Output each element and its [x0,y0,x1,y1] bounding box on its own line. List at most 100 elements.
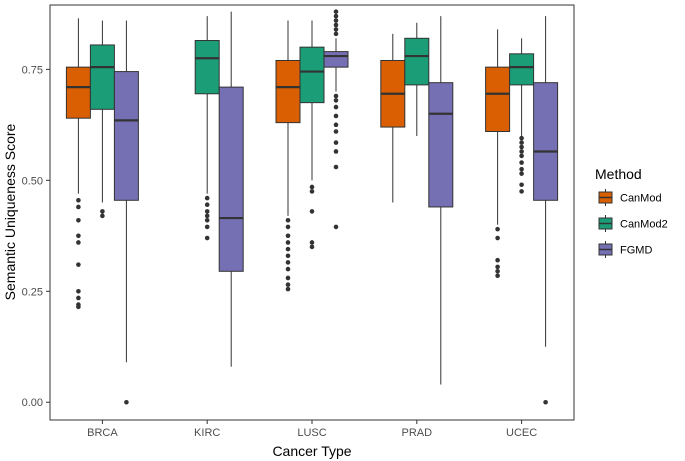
outlier-point [519,144,524,150]
box-iqr [113,71,139,201]
outlier-point [285,224,291,230]
outlier-point [309,244,315,250]
outlier-point [495,264,500,270]
box-iqr [509,53,535,86]
box-canmod-prad [380,33,406,203]
outlier-point [495,269,500,274]
box-iqr [428,82,454,208]
box-iqr [218,86,244,272]
box-iqr [533,82,559,201]
outlier-point [76,288,81,294]
legend-item-fgmd: FGMD [597,241,652,258]
outlier-point [124,399,129,405]
outlier-point [333,98,339,103]
outlier-point [333,18,339,23]
outlier-point [204,235,210,241]
outlier-point [333,93,339,99]
outlier-point [76,204,81,210]
outlier-point [519,189,524,194]
outlier-point [333,9,339,14]
x-tick-label: BRCA [87,427,118,439]
outlier-point [519,160,524,165]
legend-item-canmod2: CanMod2 [597,215,668,232]
outlier-point [333,140,339,145]
box-iqr [65,66,91,119]
legend-label: CanMod [620,193,662,205]
outlier-point [76,217,81,223]
box-canmod-brca [65,18,91,310]
y-tick-label: 0.00 [22,397,43,409]
outlier-point [519,140,524,145]
outlier-point [285,260,291,265]
outlier-point [519,153,524,159]
legend-item-canmod: CanMod [597,189,662,206]
outlier-point [285,233,291,239]
outlier-point [495,273,500,279]
box-fgmd-brca [113,20,139,405]
y-tick-label: 0.25 [22,286,43,298]
outlier-point [333,22,339,28]
box-canmod-ucec [485,29,511,279]
plot-area [65,9,559,405]
box-iqr [194,40,220,95]
y-axis-title: Semantic Uniqueness Score [2,123,18,300]
x-tick-label: UCEC [506,427,537,439]
box-fgmd-prad [428,16,454,385]
box-iqr [323,51,349,68]
box-iqr [485,66,511,132]
legend-label: FGMD [620,245,652,257]
outlier-point [76,240,81,245]
box-canmod-lusc [275,20,301,292]
outlier-point [519,171,524,176]
box-iqr [299,46,325,104]
y-tick-label: 0.75 [22,64,43,76]
outlier-point [285,240,291,245]
outlier-point [204,209,210,214]
outlier-point [333,164,339,170]
box-fgmd-lusc [323,9,349,230]
x-tick-label: LUSC [297,427,326,439]
outlier-point [76,295,81,301]
outlier-point [333,31,339,37]
box-iqr [89,44,115,110]
outlier-point [543,399,548,405]
x-tick-label: KIRC [194,427,220,439]
outlier-point [495,235,500,241]
legend: Method CanMod CanMod2 FGMD [595,166,668,258]
outlier-point [76,304,81,310]
box-fgmd-kirc [218,11,244,367]
legend-label: CanMod2 [620,219,668,231]
outlier-point [204,217,210,223]
outlier-point [100,213,105,219]
outlier-point [204,224,210,230]
outlier-point [519,166,524,172]
outlier-point [333,224,339,230]
x-tick-label: PRAD [402,427,433,439]
box-iqr [275,59,301,124]
box-iqr [404,37,430,86]
legend-title: Method [595,166,642,182]
outlier-point [333,27,339,32]
outlier-point [76,197,81,203]
box-canmod2-prad [404,22,430,136]
outlier-point [309,189,315,194]
box-canmod2-lusc [299,20,325,250]
outlier-point [519,182,524,188]
outlier-point [204,195,210,201]
outlier-point [495,257,500,263]
outlier-point [76,262,81,267]
outlier-point [309,184,315,190]
outlier-point [285,266,291,272]
outlier-point [100,209,105,214]
outlier-point [333,129,339,134]
outlier-point [495,226,500,232]
outlier-point [519,149,524,154]
x-axis: BRCA KIRC LUSC PRAD UCEC [87,420,537,439]
box-canmod2-brca [89,20,115,219]
outlier-point [333,104,339,110]
outlier-point [309,209,315,214]
outlier-point [285,286,291,292]
outlier-point [333,122,339,128]
outlier-point [333,13,339,19]
